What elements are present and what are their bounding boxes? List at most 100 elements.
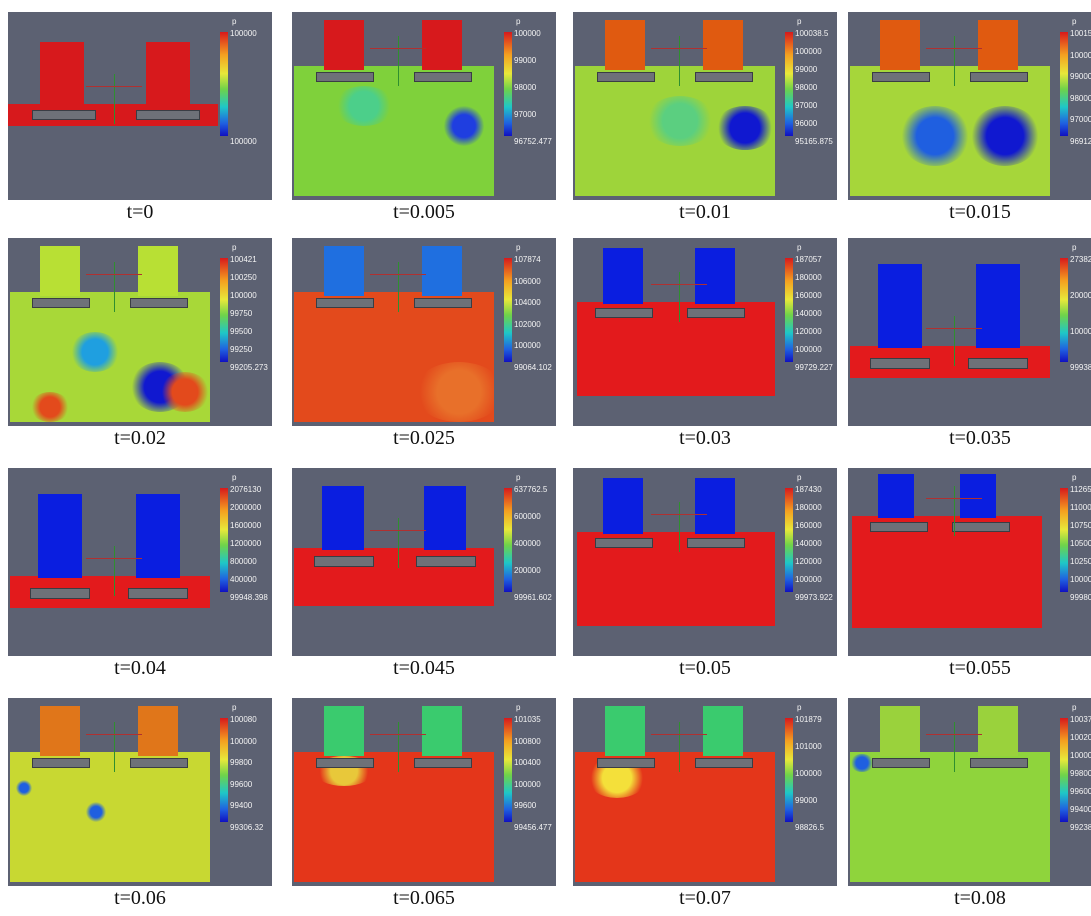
plate — [870, 358, 930, 369]
plate — [32, 758, 90, 768]
axis-y — [679, 272, 680, 322]
colorbar — [220, 258, 228, 362]
legend-tick: 100038.5 — [795, 29, 829, 38]
pressure-legend: p 107874 106000 104000 102000 100000 99064.102 — [504, 244, 554, 420]
axis-y — [398, 722, 399, 772]
legend-title: p — [232, 243, 237, 252]
legend-tick: 112650 — [1070, 485, 1091, 494]
pressure-legend: p 100378 100200 100000 99800 99600 99400 99238.… — [1060, 704, 1091, 880]
pressure-region — [414, 362, 494, 422]
plate — [872, 758, 930, 768]
plate — [968, 358, 1028, 369]
contour-plot: p 101879 101000 100000 99000 98826.5 — [573, 698, 837, 886]
legend-tick: 98826.5 — [795, 823, 824, 832]
chamber — [605, 20, 645, 70]
colorbar — [785, 258, 793, 362]
simulation-panel: p 100421 100250 100000 99750 99500 99250 99205.… — [8, 238, 278, 456]
time-label: t=0.07 — [679, 887, 731, 909]
legend-tick: 99973.922 — [795, 593, 833, 602]
time-label: t=0.055 — [949, 657, 1011, 679]
legend-tick: 400000 — [230, 575, 257, 584]
plate — [695, 758, 753, 768]
pressure-legend: p 101035 100800 100400 100000 99600 99456.477 — [504, 704, 554, 880]
legend-tick: 99250 — [230, 345, 253, 354]
simulation-panel: p 187430 180000 160000 140000 120000 100000 999… — [573, 468, 843, 686]
axis-y — [398, 36, 399, 86]
colorbar — [504, 258, 512, 362]
pressure-region — [900, 106, 970, 166]
contour-plot: p 187057 180000 160000 140000 120000 100000 997… — [573, 238, 837, 426]
chamber — [38, 494, 82, 578]
legend-tick: 99064.102 — [514, 363, 552, 372]
plate — [316, 758, 374, 768]
simulation-panel: p 100000 100000 t=0 — [8, 12, 278, 230]
legend-tick: 200000 — [514, 566, 541, 575]
legend-tick: 100000 — [514, 341, 541, 351]
contour-plot: p 100000 100000 — [8, 12, 272, 200]
axis-y — [679, 722, 680, 772]
legend-tick: 96912.602 — [1070, 137, 1091, 146]
fluid-domain — [852, 516, 1042, 628]
chamber — [978, 20, 1018, 70]
legend-tick: 99000 — [1070, 72, 1091, 82]
chamber — [322, 486, 364, 550]
legend-tick: 102500 — [1070, 557, 1091, 566]
chamber — [146, 42, 190, 106]
legend-tick: 106000 — [514, 276, 541, 286]
legend-tick: 1000000 — [1070, 327, 1091, 336]
contour-plot: p 112650 110000 107500 105000 102500 100000 999… — [848, 468, 1091, 656]
chamber — [878, 474, 914, 518]
pressure-region — [86, 802, 106, 822]
chamber — [878, 264, 922, 348]
contour-plot: p 100080 100000 99800 99600 99400 99306.32 — [8, 698, 272, 886]
fluid-domain — [10, 752, 210, 882]
colorbar — [785, 718, 793, 822]
fluid-domain — [575, 66, 775, 196]
legend-tick: 120000 — [795, 327, 822, 336]
simulation-panel: p 101035 100800 100400 100000 99600 99456.477 t… — [292, 698, 562, 916]
simulation-panel: p 107874 106000 104000 102000 100000 99064.102… — [292, 238, 562, 456]
plate — [128, 588, 188, 599]
legend-tick: 187057 — [795, 255, 822, 264]
legend-title: p — [1072, 17, 1077, 26]
chamber — [703, 706, 743, 756]
legend-tick: 100200 — [1070, 733, 1091, 742]
axis-x — [926, 328, 982, 329]
pressure-legend: p 100038.5 100000 99000 98000 97000 96000 95165… — [785, 18, 835, 194]
plate — [316, 72, 374, 82]
legend-tick: 95165.875 — [795, 137, 833, 146]
legend-tick: 2738210 — [1070, 255, 1091, 264]
plate — [970, 758, 1028, 768]
pressure-region — [715, 106, 775, 150]
legend-tick: 99205.273 — [230, 363, 268, 372]
chamber — [40, 42, 84, 106]
axis-y — [954, 722, 955, 772]
legend-tick: 97000 — [795, 101, 818, 110]
plate — [695, 72, 753, 82]
time-label: t=0.06 — [114, 887, 166, 909]
axis-x — [370, 48, 426, 49]
axis-x — [370, 530, 426, 531]
chamber — [138, 246, 178, 296]
time-label: t=0.015 — [949, 201, 1011, 223]
chamber — [976, 264, 1020, 348]
legend-tick: 100000 — [514, 29, 541, 38]
legend-title: p — [516, 473, 521, 482]
legend-title: p — [232, 473, 237, 482]
axis-x — [651, 284, 707, 285]
simulation-panel: p 2076130 2000000 1600000 1200000 800000 40000… — [8, 468, 278, 686]
legend-tick: 637762.5 — [514, 485, 548, 494]
chamber — [424, 486, 466, 550]
pressure-region — [160, 372, 210, 412]
legend-tick: 800000 — [230, 557, 257, 566]
legend-tick: 100000 — [1070, 751, 1091, 760]
colorbar — [504, 488, 512, 592]
simulation-panel: p 100038.5 100000 99000 98000 97000 96000 95165… — [573, 12, 843, 230]
axis-x — [370, 274, 426, 275]
plate — [952, 522, 1010, 532]
legend-tick: 99729.227 — [795, 363, 833, 372]
fluid-domain — [294, 752, 494, 882]
fluid-domain — [294, 66, 494, 196]
time-label: t=0 — [126, 201, 154, 223]
pressure-legend: p 637762.5 600000 400000 200000 99961.602 — [504, 474, 554, 650]
